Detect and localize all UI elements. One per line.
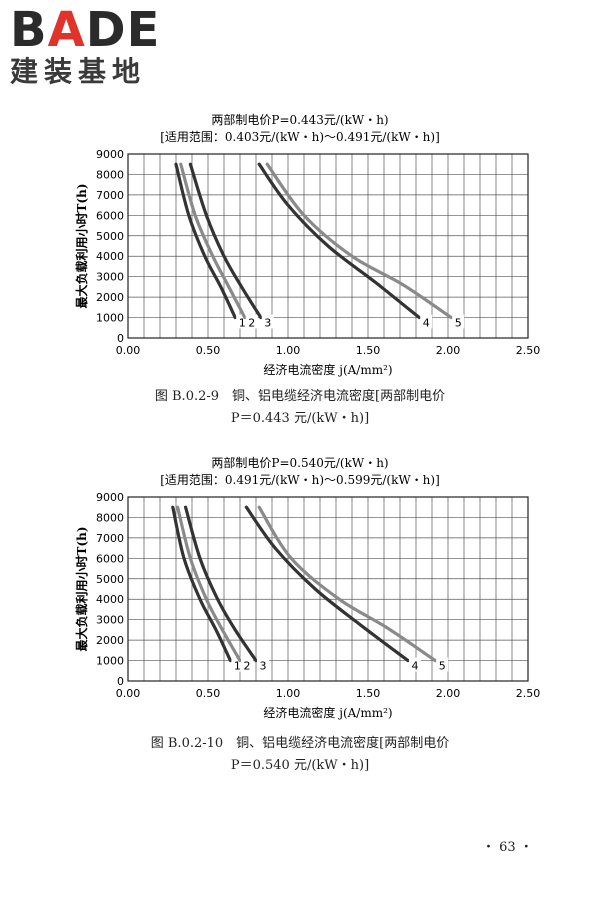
y-tick-label: 1000 xyxy=(96,312,124,325)
figure-caption-2: 图 B.0.2-10 铜、铝电缆经济电流密度[两部制电价 P＝0.540 元/(… xyxy=(0,733,600,777)
series-label-4: 4 xyxy=(412,660,419,673)
series-line-4 xyxy=(244,505,410,663)
series-line-2 xyxy=(179,162,247,320)
chart-subtitle: [适用范围：0.491元/(kW・h)～0.599元/(kW・h)] xyxy=(160,473,440,487)
series-line-5 xyxy=(265,162,453,320)
series-label-5: 5 xyxy=(439,660,446,673)
chart-2: 两部制电价P=0.540元/(kW・h) [适用范围：0.491元/(kW・h)～… xyxy=(74,455,541,720)
chart-subtitle: [适用范围：0.403元/(kW・h)～0.491元/(kW・h)] xyxy=(160,130,440,144)
brand-logo: BADE 建装基地 xyxy=(10,6,190,88)
caption-line: P＝0.443 元/(kW・h)] xyxy=(230,411,370,426)
y-tick-label: 7000 xyxy=(96,532,124,545)
y-tick-label: 4000 xyxy=(96,250,124,263)
y-axis-label: 最大负载利用小时T(h) xyxy=(74,526,89,651)
y-tick-label: 1000 xyxy=(96,655,124,668)
x-tick-label: 2.50 xyxy=(516,344,541,357)
x-tick-label: 0.50 xyxy=(196,687,221,700)
caption-line: 图 B.0.2-10 铜、铝电缆经济电流密度[两部制电价 xyxy=(150,736,450,751)
series-label-1: 1 xyxy=(234,660,241,673)
chart-1: 两部制电价P=0.443元/(kW・h) [适用范围：0.403元/(kW・h)～… xyxy=(74,112,541,377)
series-label-bg xyxy=(261,314,274,329)
series-line-3 xyxy=(184,505,258,663)
y-tick-label: 0 xyxy=(117,332,124,345)
x-tick-label: 0.00 xyxy=(116,687,141,700)
y-tick-label: 3000 xyxy=(96,614,124,627)
y-tick-label: 8000 xyxy=(96,511,124,524)
series-line-2 xyxy=(176,505,242,663)
series-line-4 xyxy=(257,162,421,320)
x-tick-label: 2.50 xyxy=(516,687,541,700)
caption-line: P＝0.540 元/(kW・h)] xyxy=(230,758,370,773)
figure-caption-1: 图 B.0.2-9 铜、铝电缆经济电流密度[两部制电价 P＝0.443 元/(k… xyxy=(0,386,600,430)
y-axis-label: 最大负载利用小时T(h) xyxy=(74,183,89,308)
series-line-1 xyxy=(171,505,232,663)
plot-frame xyxy=(127,496,529,682)
x-tick-label: 0.00 xyxy=(116,344,141,357)
y-tick-label: 8000 xyxy=(96,168,124,181)
series-label-3: 3 xyxy=(264,317,271,330)
series-label-1: 1 xyxy=(239,317,246,330)
y-tick-label: 2000 xyxy=(96,634,124,647)
series-label-2: 2 xyxy=(248,317,255,330)
x-tick-label: 1.50 xyxy=(356,344,381,357)
y-tick-label: 5000 xyxy=(96,573,124,586)
y-tick-label: 9000 xyxy=(96,148,124,161)
x-tick-label: 1.00 xyxy=(276,344,301,357)
page-number: ・ 63 ・ xyxy=(482,840,533,855)
series-label-bg xyxy=(452,314,465,329)
x-tick-label: 2.00 xyxy=(436,344,461,357)
y-tick-label: 3000 xyxy=(96,271,124,284)
logo-accent-letter: A xyxy=(47,2,86,58)
series-label-3: 3 xyxy=(260,660,267,673)
y-tick-label: 4000 xyxy=(96,593,124,606)
series-label-4: 4 xyxy=(423,317,430,330)
logo-wordmark: BADE xyxy=(10,2,161,58)
plot-frame xyxy=(127,153,529,339)
y-tick-label: 9000 xyxy=(96,491,124,504)
y-tick-label: 5000 xyxy=(96,230,124,243)
x-axis-label: 经济电流密度 j(A/mm²) xyxy=(263,362,392,377)
x-tick-label: 0.50 xyxy=(196,344,221,357)
chart-title: 两部制电价P=0.443元/(kW・h) xyxy=(211,112,388,127)
caption-line: 图 B.0.2-9 铜、铝电缆经济电流密度[两部制电价 xyxy=(154,389,446,404)
y-tick-label: 2000 xyxy=(96,291,124,304)
y-tick-label: 6000 xyxy=(96,552,124,565)
x-tick-label: 1.50 xyxy=(356,687,381,700)
x-axis-label: 经济电流密度 j(A/mm²) xyxy=(263,705,392,720)
series-label-bg xyxy=(436,657,449,672)
grid xyxy=(127,153,529,339)
series-line-3 xyxy=(188,162,263,320)
series-label-5: 5 xyxy=(455,317,462,330)
series-label-bg xyxy=(257,657,269,672)
series-label-bg xyxy=(245,314,258,329)
logo-subtitle: 建装基地 xyxy=(10,55,147,88)
series-label-bg xyxy=(409,657,421,672)
series-line-1 xyxy=(174,162,237,320)
series-label-bg xyxy=(420,314,433,329)
series-line-5 xyxy=(257,505,437,663)
y-tick-label: 6000 xyxy=(96,209,124,222)
series-label-2: 2 xyxy=(244,660,251,673)
y-tick-label: 0 xyxy=(117,675,124,688)
chart-title: 两部制电价P=0.540元/(kW・h) xyxy=(211,455,388,470)
x-tick-label: 2.00 xyxy=(436,687,461,700)
y-tick-label: 7000 xyxy=(96,189,124,202)
series-label-bg xyxy=(241,657,253,672)
x-tick-label: 1.00 xyxy=(276,687,301,700)
